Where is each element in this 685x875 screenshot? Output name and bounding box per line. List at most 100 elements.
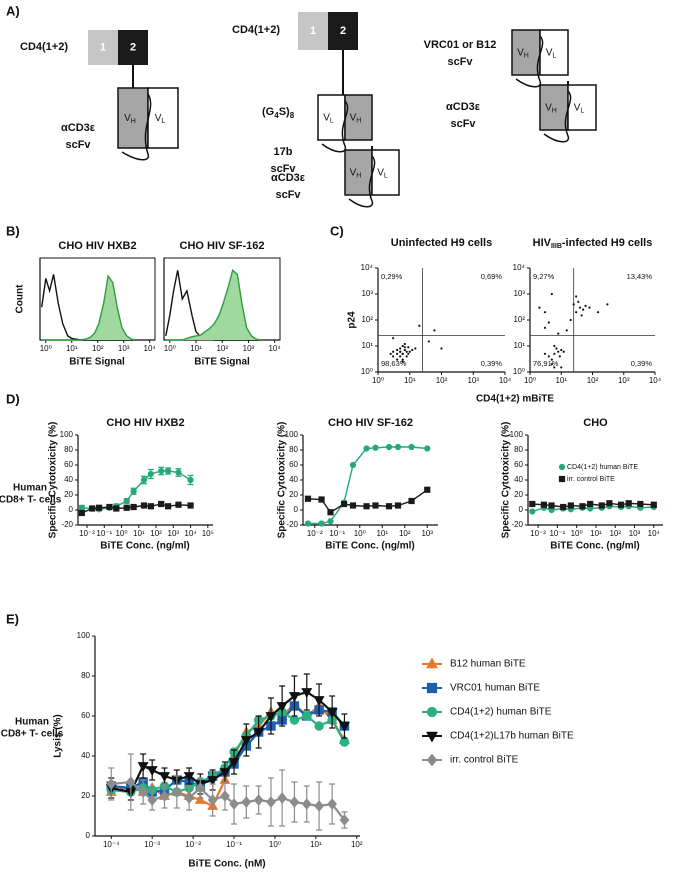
data-point <box>301 798 312 810</box>
v-sub: H <box>552 107 557 114</box>
v-letter: V <box>574 102 581 113</box>
scfv-label: scFv <box>65 139 91 151</box>
data-point <box>587 500 594 508</box>
x-tick-label: 10¹ <box>310 840 322 849</box>
y-tick-label: 10³ <box>361 289 373 298</box>
y-axis-label-outer: Human <box>15 717 49 728</box>
legend-marker <box>426 706 438 718</box>
data-point <box>560 503 567 511</box>
event-dot <box>565 329 568 332</box>
data-point <box>318 496 325 503</box>
scfv-label: scFv <box>270 163 296 175</box>
y-tick-label: 100 <box>60 430 74 439</box>
x-tick-label: 10³ <box>118 344 130 353</box>
data-point <box>165 503 172 510</box>
data-point <box>265 712 277 723</box>
event-dot <box>553 344 556 348</box>
y-tick-label: 60 <box>289 460 298 469</box>
event-dot <box>414 347 417 350</box>
chart-title: Uninfected H9 cells <box>391 237 492 249</box>
y-tick-label: 20 <box>289 490 298 499</box>
data-point <box>327 509 334 516</box>
cd4-domain <box>118 30 148 65</box>
y-axis-label-outer: Human <box>13 483 47 494</box>
area-fill <box>165 270 261 340</box>
scfv-label: scFv <box>447 56 473 68</box>
x-tick-label: 10³ <box>421 529 433 538</box>
v-domain-label: VL <box>574 102 585 114</box>
data-point <box>363 503 370 510</box>
event-dot <box>392 337 395 340</box>
y-axis-label: Specific Cytotoxicity (%) <box>501 422 512 539</box>
data-point <box>123 504 130 511</box>
y-tick-label: 10³ <box>513 289 525 298</box>
event-dot <box>580 314 583 317</box>
data-point <box>130 503 137 511</box>
data-point <box>183 772 195 783</box>
y-tick-label: 10⁰ <box>361 367 373 376</box>
x-tick-label: 10⁰ <box>164 344 176 353</box>
data-point <box>276 702 288 713</box>
y-tick-label: 80 <box>514 445 523 454</box>
v-domain-label: VL <box>155 113 166 125</box>
v-letter: V <box>350 112 357 123</box>
event-dot <box>562 350 565 353</box>
x-axis-label: BiTE Signal <box>194 357 250 368</box>
data-point <box>187 502 194 509</box>
scfv-label: scFv <box>275 189 301 201</box>
data-point <box>95 504 103 511</box>
event-dot <box>411 348 414 352</box>
legend-label: irr. control BiTE <box>567 476 615 483</box>
data-point <box>314 800 324 812</box>
y-tick-label: 60 <box>81 711 90 720</box>
event-dot <box>405 350 408 353</box>
quadrant-label: 0,39% <box>631 359 653 368</box>
data-point <box>253 728 265 739</box>
y-tick-label: 20 <box>81 791 90 800</box>
event-dot <box>543 326 547 329</box>
event-dot <box>407 352 410 355</box>
event-dot <box>418 324 421 327</box>
data-point <box>159 790 170 802</box>
y-axis-label: Count <box>15 284 26 314</box>
chart-title: CHO HIV HXB2 <box>106 417 184 429</box>
data-point <box>289 796 300 808</box>
x-tick-label: 10⁻⁴ <box>103 840 120 849</box>
x-tick-label: 10³ <box>243 344 255 353</box>
y-tick-label: 20 <box>514 490 523 499</box>
series-line <box>111 690 346 794</box>
data-point <box>650 501 657 508</box>
event-dot <box>433 329 436 332</box>
data-point <box>195 782 206 794</box>
data-point <box>394 443 402 451</box>
x-tick-label: 10⁴ <box>649 376 662 385</box>
chart-title: CHO HIV SF-162 <box>180 240 265 252</box>
v-letter: V <box>517 47 524 58</box>
y-tick-label: 0 <box>294 505 299 514</box>
data-point <box>219 768 231 779</box>
v-domain <box>147 87 179 149</box>
data-point <box>106 503 113 511</box>
y-axis-label-outer: CD8+ T- cells <box>1 729 64 740</box>
data-point <box>277 792 287 804</box>
event-dot <box>401 352 404 355</box>
y-tick-label: 10⁰ <box>513 367 525 376</box>
event-dot <box>399 355 402 358</box>
v-letter: V <box>323 112 330 123</box>
data-point <box>158 467 165 475</box>
x-tick-label: 10² <box>587 376 599 385</box>
scfv-label: αCD3ε <box>61 122 96 134</box>
event-dot <box>399 347 402 350</box>
x-tick-label: 10⁻² <box>530 529 546 538</box>
data-point <box>288 692 300 703</box>
x-tick-label: 10⁰ <box>354 529 366 538</box>
data-point <box>175 469 182 476</box>
data-point <box>318 520 325 527</box>
legend-label: B12 human BiTE <box>450 659 526 670</box>
data-point <box>113 505 120 512</box>
chart-title: CHO HIV SF-162 <box>328 417 413 429</box>
data-point <box>158 500 165 508</box>
data-point <box>130 488 137 495</box>
x-tick-label: 10³ <box>168 529 180 538</box>
v-domain-label: VH <box>350 167 362 179</box>
